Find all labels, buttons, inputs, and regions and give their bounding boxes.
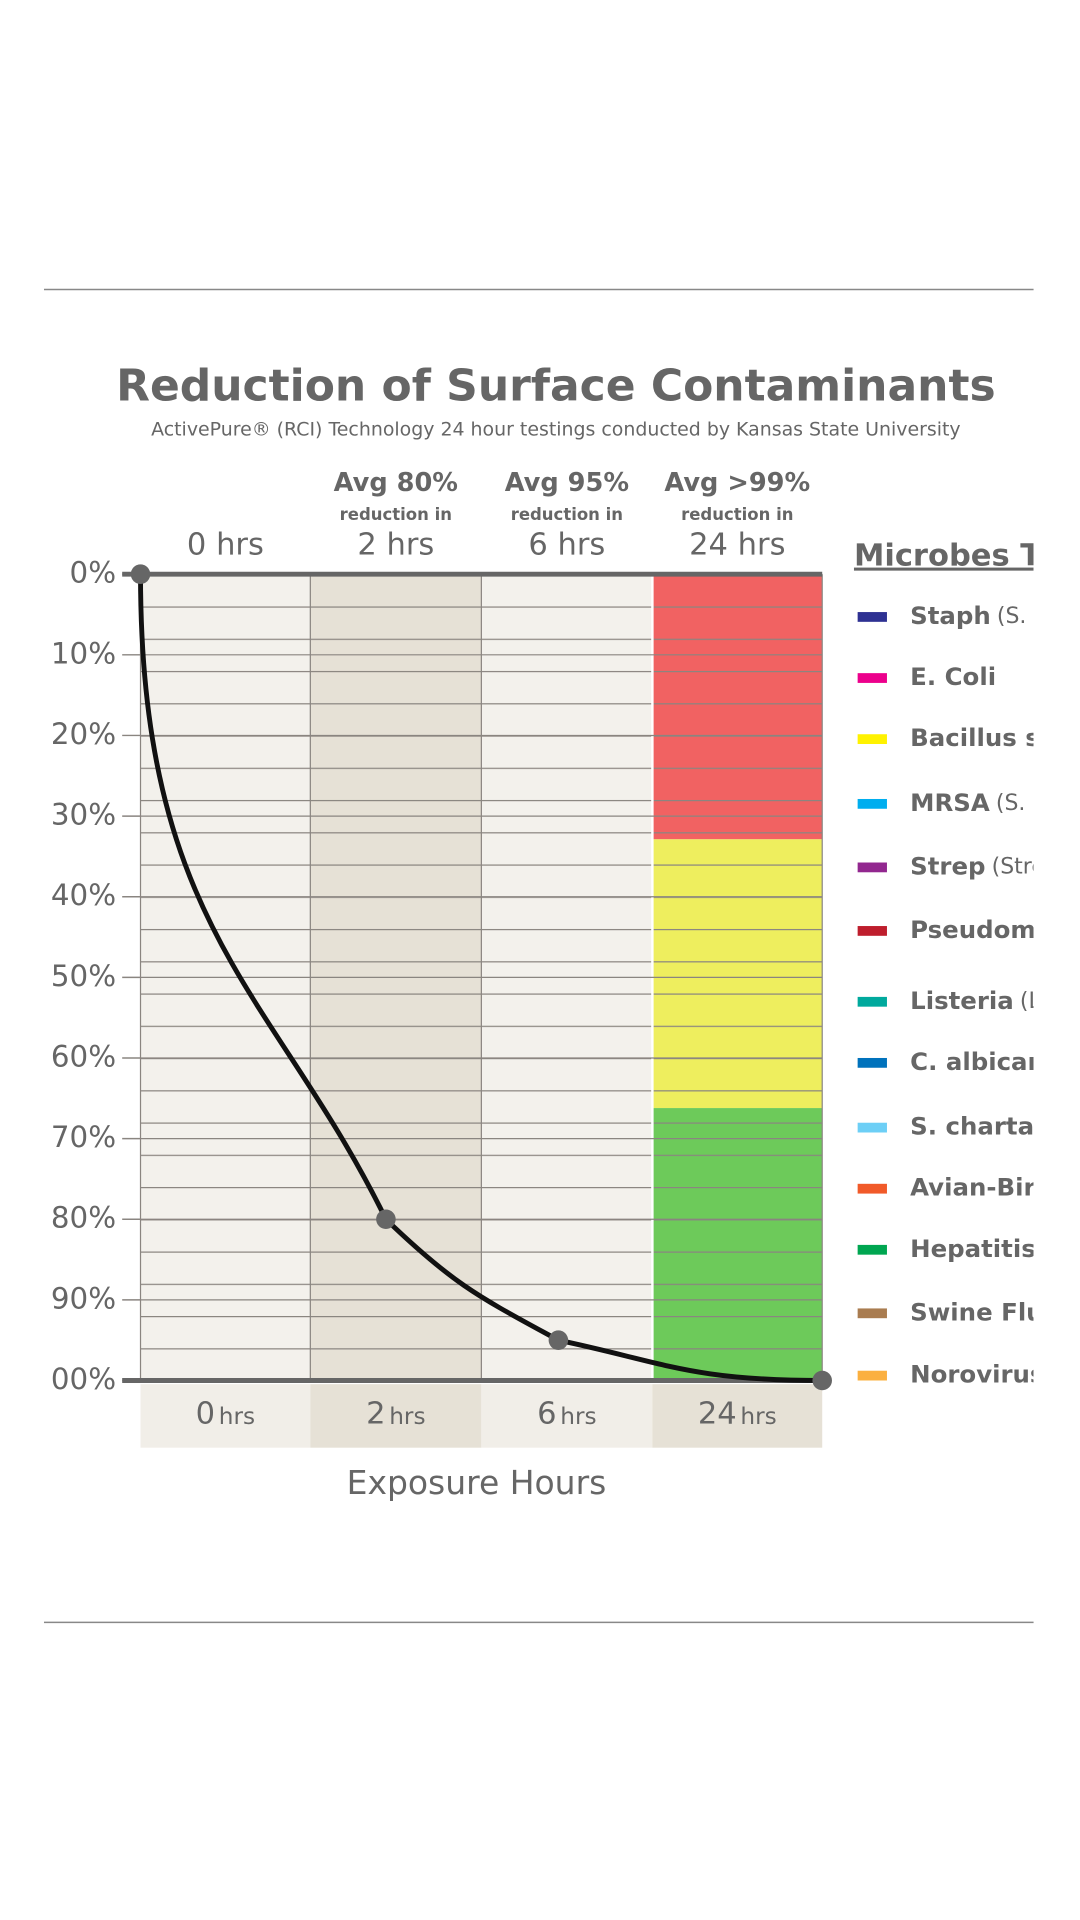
chart-subtitle: ActivePure® (RCI) Technology 24 hour tes… xyxy=(151,419,960,441)
y-tick-label: 10% xyxy=(51,636,116,670)
legend-name: Hepatitis xyxy=(910,1234,1036,1263)
legend-swatch xyxy=(857,862,887,873)
legend-name: MRSA xyxy=(910,788,990,817)
legend-detail: (S. a xyxy=(997,604,1047,629)
annotation-title: Avg 95% xyxy=(505,468,629,498)
legend-label: MRSA (S. a xyxy=(910,788,1046,817)
column-header: 0 hrs xyxy=(187,528,264,563)
legend-title: Microbes Te xyxy=(854,539,1058,574)
annotation-title: Avg 80% xyxy=(334,468,458,498)
legend-name: Bacillus sp xyxy=(910,723,1057,752)
legend-swatch xyxy=(857,1057,887,1068)
x-tick-unit: hrs xyxy=(389,1403,425,1430)
legend-name: Avian-Bir xyxy=(910,1173,1035,1202)
column-header: 2 hrs xyxy=(357,528,434,563)
data-point xyxy=(548,1330,569,1350)
legend-swatch xyxy=(857,1122,887,1133)
x-tick-label: 6 hrs xyxy=(537,1396,596,1431)
x-tick-value: 6 xyxy=(537,1396,556,1431)
y-tick-label: 0% xyxy=(70,556,117,590)
annotation-text: reduction in xyxy=(681,505,793,524)
legend-label: Pseudom xyxy=(910,915,1036,944)
legend-swatch xyxy=(857,996,887,1007)
legend-name: E. Coli xyxy=(910,662,996,691)
legend-label: E. Coli xyxy=(910,662,996,691)
legend-swatch xyxy=(857,1244,887,1255)
data-point xyxy=(130,564,151,584)
data-line xyxy=(138,574,823,1383)
legend-name: Pseudom xyxy=(910,915,1036,944)
y-tick-label: 60% xyxy=(51,1039,116,1073)
x-tick-value: 24 xyxy=(698,1396,737,1431)
y-tick-label: 80% xyxy=(51,1201,116,1235)
legend-swatch xyxy=(857,612,887,622)
x-tick-label: 24 hrs xyxy=(698,1396,777,1431)
x-tick-value: 2 xyxy=(366,1396,385,1431)
legend-label: Bacillus sp xyxy=(910,723,1057,752)
x-tick-label: 0 hrs xyxy=(196,1396,255,1431)
legend-label: Listeria (L xyxy=(910,986,1041,1015)
x-tick-unit: hrs xyxy=(560,1403,596,1430)
legend-detail: (Stre xyxy=(992,854,1045,879)
legend-name: S. chartar xyxy=(910,1112,1046,1141)
legend-label: Norovirus xyxy=(910,1360,1044,1389)
column-header: 24 hrs xyxy=(689,528,785,563)
x-tick-label: 2 hrs xyxy=(366,1396,425,1431)
legend-name: Swine Flu xyxy=(910,1297,1043,1326)
legend-name: Strep xyxy=(910,851,985,880)
y-tick-label: 40% xyxy=(51,878,116,912)
y-tick-label: 00% xyxy=(51,1362,116,1396)
y-tick-label: 20% xyxy=(51,717,116,751)
legend-label: S. chartar xyxy=(910,1112,1046,1141)
legend-label: C. albican xyxy=(910,1047,1045,1076)
legend-name: Norovirus xyxy=(910,1360,1044,1389)
annotation-title: Avg >99% xyxy=(664,468,810,498)
annotation-text: reduction in xyxy=(340,505,452,524)
chart-title: Reduction of Surface Contaminants xyxy=(116,360,996,411)
legend-name: Listeria xyxy=(910,986,1014,1015)
y-tick-label: 70% xyxy=(51,1120,116,1154)
legend-name: Staph xyxy=(910,601,991,630)
legend-swatch xyxy=(857,1370,887,1381)
legend-swatch xyxy=(857,926,887,936)
legend-detail: (S. a xyxy=(996,791,1046,816)
legend-swatch xyxy=(857,734,887,745)
plot-background xyxy=(139,574,823,1448)
data-point xyxy=(812,1370,832,1391)
legend-label: Swine Flu xyxy=(910,1297,1043,1326)
x-axis-label: Exposure Hours xyxy=(347,1463,607,1502)
legend-detail: (L xyxy=(1020,989,1042,1014)
column-header: 6 hrs xyxy=(528,528,605,563)
legend-swatch xyxy=(857,673,887,683)
legend-swatch xyxy=(857,1308,887,1319)
legend-label: Staph (S. a xyxy=(910,601,1047,630)
y-tick-label: 50% xyxy=(51,959,116,993)
x-tick-unit: hrs xyxy=(219,1403,255,1430)
legend-label: Hepatitis xyxy=(910,1234,1036,1263)
data-point xyxy=(376,1209,396,1230)
annotation-text: reduction in xyxy=(511,505,623,524)
y-tick-label: 90% xyxy=(51,1281,116,1315)
x-tick-unit: hrs xyxy=(740,1403,776,1430)
x-tick-value: 0 xyxy=(196,1396,215,1431)
legend-name: C. albican xyxy=(910,1047,1045,1076)
legend-swatch xyxy=(857,798,887,809)
y-tick-label: 30% xyxy=(51,798,116,832)
legend-swatch xyxy=(857,1183,887,1194)
legend-label: Avian-Bir xyxy=(910,1173,1035,1202)
legend-label: Strep (Stre xyxy=(910,851,1045,880)
